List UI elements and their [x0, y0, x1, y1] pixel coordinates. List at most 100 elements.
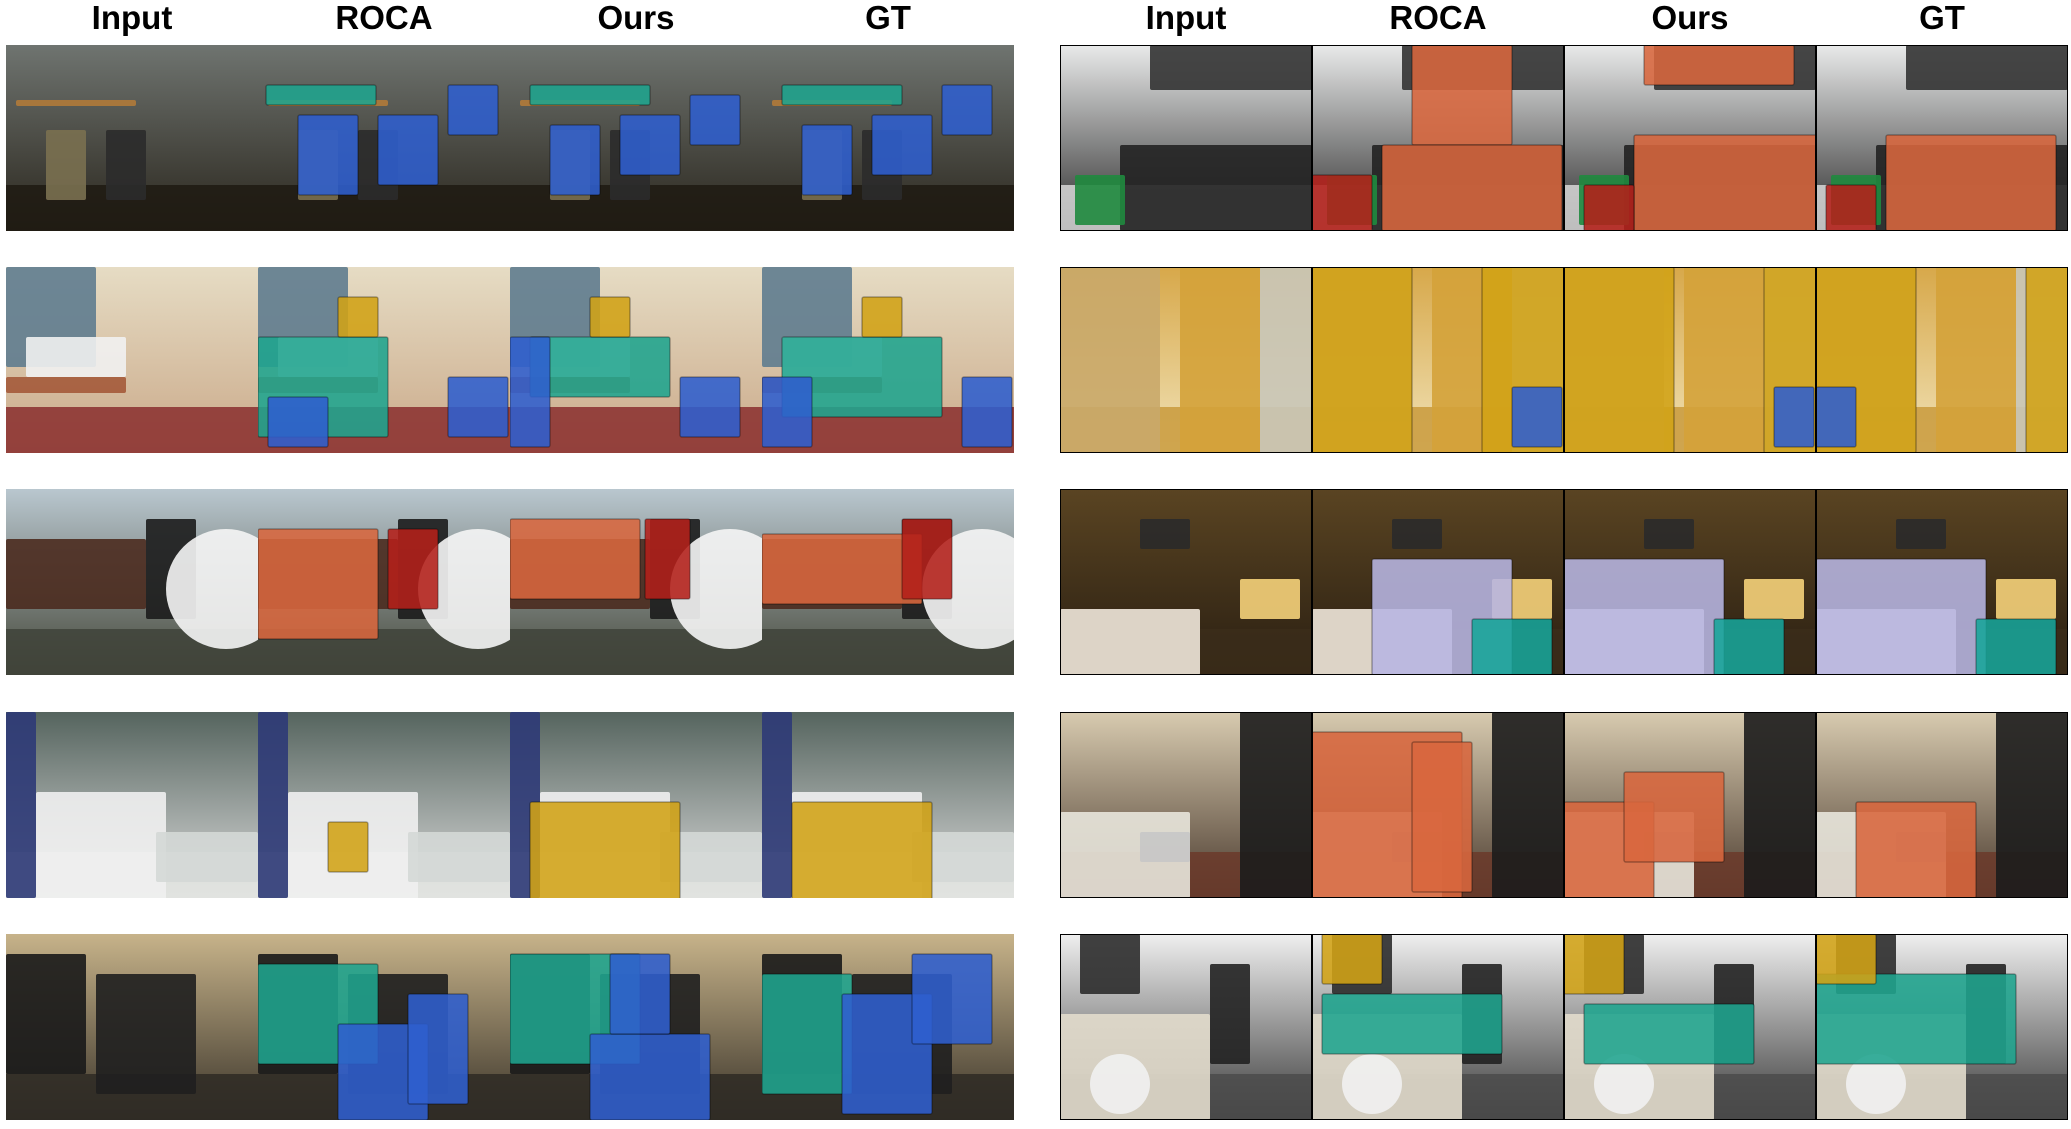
cad-model-4 [961, 376, 1013, 448]
left-row5-roca-image [258, 934, 510, 1120]
cad-model-2 [1411, 741, 1473, 893]
image-border [1312, 712, 1564, 898]
cad-model-1 [762, 533, 923, 605]
left-row1-input-scene [6, 45, 258, 231]
scene-prop [6, 539, 146, 609]
cad-model-1 [529, 801, 681, 898]
left-row3-gt-scene [762, 489, 1014, 675]
right-row1-gt-scene [1816, 45, 2068, 231]
right-row3-ours-scene [1564, 489, 1816, 675]
cad-model-1 [327, 821, 369, 873]
left-row1-gt-scene [762, 45, 1014, 231]
cad-model-2 [1975, 618, 2057, 675]
scene-prop [1075, 175, 1125, 225]
left-row5-roca-scene [258, 934, 510, 1120]
cad-model-3 [1773, 386, 1815, 448]
scene-prop [1060, 267, 1160, 453]
cad-model-4 [679, 376, 741, 438]
right-row4-roca-image [1312, 712, 1564, 898]
scene-prop [36, 792, 166, 898]
cad-model-2 [297, 114, 359, 196]
image-border [1564, 45, 1816, 231]
scene-prop [1492, 712, 1564, 898]
right-row5-ours-scene [1564, 934, 1816, 1120]
left-row2-input-scene [6, 267, 258, 453]
right-row4-ours-image [1564, 712, 1816, 898]
left-row4-roca-scene [258, 712, 510, 898]
image-border [1312, 934, 1564, 1120]
scene-prop [106, 130, 146, 200]
image-border [1060, 45, 1312, 231]
left-row3-input-image [6, 489, 258, 675]
scene-prop [1210, 964, 1250, 1064]
right-row2-gt-image [1816, 267, 2068, 453]
image-border [1312, 267, 1564, 453]
scene-prop [1342, 1054, 1402, 1114]
cad-model-2 [644, 518, 691, 600]
cad-model-2 [861, 296, 903, 338]
cad-model-3 [762, 376, 813, 448]
right-row3-ours-image [1564, 489, 1816, 675]
left-row4-input-image [6, 712, 258, 898]
left-row3-input-scene [6, 489, 258, 675]
right-header-input: Input [1145, 0, 1227, 36]
cad-model-2 [1471, 618, 1553, 675]
scene-prop [96, 974, 196, 1094]
cad-model-2 [589, 296, 631, 338]
left-row5-ours-image [510, 934, 762, 1120]
left-row4-roca-image [258, 712, 510, 898]
scene-prop [1684, 267, 1764, 453]
cad-model-2 [387, 528, 439, 610]
cad-model-3 [407, 993, 469, 1105]
right-row1-ours-scene [1564, 45, 1816, 231]
right-row1-input-scene [1060, 45, 1312, 231]
scene-prop [156, 832, 258, 882]
left-row2-roca-image [258, 267, 510, 453]
left-row5-input-image [6, 934, 258, 1120]
left-row1-ours-scene [510, 45, 762, 231]
left-row1-roca-image [258, 45, 510, 231]
right-row4-gt-image [1816, 712, 2068, 898]
cad-model-4 [447, 84, 499, 136]
cad-model-2 [901, 518, 953, 600]
cad-model-2 [549, 124, 601, 196]
image-border [1816, 712, 2068, 898]
scene-prop [6, 377, 126, 393]
left-row4-gt-scene [762, 712, 1014, 898]
left-row3-roca-image [258, 489, 510, 675]
cad-model-3 [267, 396, 329, 448]
scene-prop [1996, 579, 2056, 619]
cad-model-3 [510, 336, 551, 448]
cad-model-3 [609, 953, 671, 1035]
cad-model-1 [1583, 1003, 1755, 1065]
cad-model-2 [1564, 934, 1625, 995]
scene-prop [1140, 519, 1190, 549]
left-row3-gt-image [762, 489, 1014, 675]
scene-prop [670, 529, 762, 649]
cad-model-1 [529, 336, 671, 398]
left-row5-ours-scene [510, 934, 762, 1120]
scene-prop [1180, 267, 1260, 453]
cad-model-3 [1312, 174, 1373, 231]
cad-model-2 [1816, 934, 1877, 985]
right-row5-input-image [1060, 934, 1312, 1120]
scene-prop [26, 337, 126, 377]
left-row4-ours-image [510, 712, 762, 898]
right-row2-ours-image [1564, 267, 1816, 453]
cad-model-1 [258, 528, 379, 640]
scene-prop [1644, 519, 1694, 549]
left-row1-input-image [6, 45, 258, 231]
scene-prop [1594, 1054, 1654, 1114]
scene-prop [1936, 267, 2016, 453]
left-header-ours: Ours [597, 0, 675, 36]
right-row2-gt-scene [1816, 267, 2068, 453]
cad-model-4 [689, 94, 741, 146]
right-row5-ours-image [1564, 934, 1816, 1120]
scene-prop [6, 954, 86, 1074]
left-row3-ours-image [510, 489, 762, 675]
right-row5-roca-image [1312, 934, 1564, 1120]
scene-prop [660, 832, 762, 882]
scene-prop [1744, 712, 1816, 898]
cad-model-1 [1643, 45, 1795, 86]
cad-model-3 [911, 953, 993, 1045]
